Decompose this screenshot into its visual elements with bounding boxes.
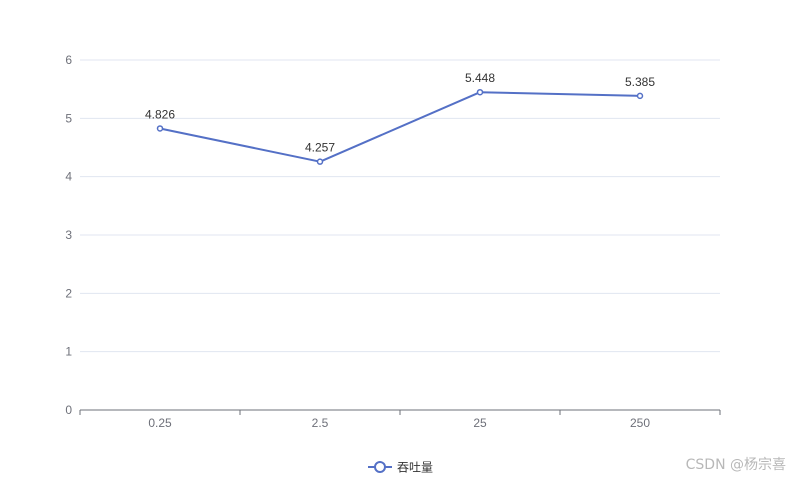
x-tick-label: 2.5 [312, 416, 329, 430]
y-tick-label: 3 [65, 228, 72, 242]
legend-label: 吞吐量 [397, 461, 433, 475]
x-tick-label: 25 [473, 416, 487, 430]
data-label: 5.385 [625, 75, 655, 89]
legend-marker-icon [374, 461, 386, 473]
x-tick-label: 0.25 [148, 416, 172, 430]
y-tick-label: 5 [65, 111, 72, 125]
y-tick-label: 0 [65, 403, 72, 417]
y-tick-label: 6 [65, 53, 72, 67]
data-point [316, 158, 324, 165]
data-label: 4.826 [145, 107, 175, 121]
y-tick-label: 4 [65, 170, 72, 184]
data-label: 5.448 [465, 71, 495, 85]
data-point [636, 92, 644, 100]
watermark: CSDN @杨宗喜 [685, 457, 786, 473]
x-tick-label: 250 [630, 416, 650, 430]
series-line [159, 91, 641, 163]
y-tick-label: 2 [65, 286, 72, 300]
data-label: 4.257 [305, 141, 335, 155]
data-point [156, 125, 164, 132]
y-tick-label: 1 [65, 345, 72, 359]
data-point [476, 88, 484, 96]
